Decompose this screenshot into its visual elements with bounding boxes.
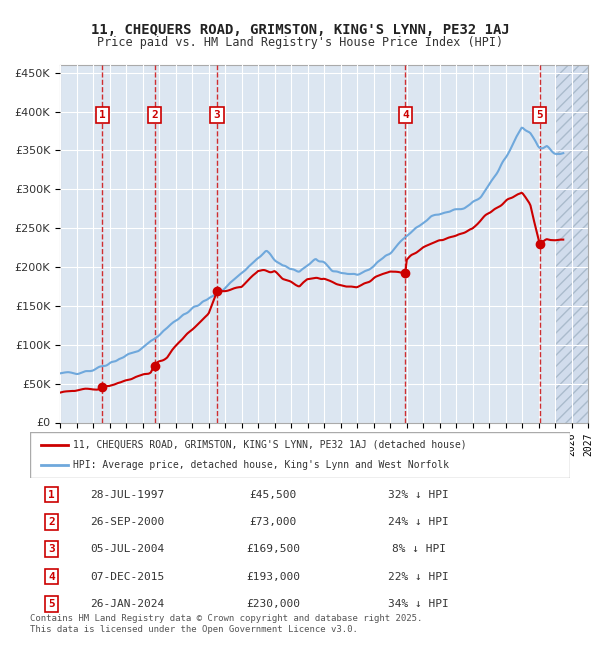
Text: 26-JAN-2024: 26-JAN-2024	[90, 599, 164, 609]
Text: 5: 5	[536, 110, 543, 120]
Text: 4: 4	[402, 110, 409, 120]
Text: £169,500: £169,500	[246, 544, 300, 554]
Text: £230,000: £230,000	[246, 599, 300, 609]
Bar	[555, 65, 588, 423]
Text: Contains HM Land Registry data © Crown copyright and database right 2025.
This d: Contains HM Land Registry data © Crown c…	[30, 614, 422, 634]
Text: 07-DEC-2015: 07-DEC-2015	[90, 571, 164, 582]
Text: 4: 4	[48, 571, 55, 582]
Text: 3: 3	[48, 544, 55, 554]
Text: 22% ↓ HPI: 22% ↓ HPI	[388, 571, 449, 582]
Text: 1: 1	[48, 489, 55, 500]
Text: £45,500: £45,500	[250, 489, 296, 500]
Text: 26-SEP-2000: 26-SEP-2000	[90, 517, 164, 527]
Text: 8% ↓ HPI: 8% ↓ HPI	[392, 544, 446, 554]
Text: 11, CHEQUERS ROAD, GRIMSTON, KING'S LYNN, PE32 1AJ: 11, CHEQUERS ROAD, GRIMSTON, KING'S LYNN…	[91, 23, 509, 37]
Text: £193,000: £193,000	[246, 571, 300, 582]
Text: 1: 1	[99, 110, 106, 120]
Text: HPI: Average price, detached house, King's Lynn and West Norfolk: HPI: Average price, detached house, King…	[73, 460, 449, 470]
Text: 3: 3	[214, 110, 220, 120]
Text: 5: 5	[48, 599, 55, 609]
Text: £73,000: £73,000	[250, 517, 296, 527]
Text: 05-JUL-2004: 05-JUL-2004	[90, 544, 164, 554]
Text: 2: 2	[48, 517, 55, 527]
Text: 32% ↓ HPI: 32% ↓ HPI	[388, 489, 449, 500]
Text: 28-JUL-1997: 28-JUL-1997	[90, 489, 164, 500]
Bar	[555, 65, 588, 423]
Text: 2: 2	[151, 110, 158, 120]
Text: 34% ↓ HPI: 34% ↓ HPI	[388, 599, 449, 609]
Text: 24% ↓ HPI: 24% ↓ HPI	[388, 517, 449, 527]
FancyBboxPatch shape	[30, 432, 570, 478]
Text: 11, CHEQUERS ROAD, GRIMSTON, KING'S LYNN, PE32 1AJ (detached house): 11, CHEQUERS ROAD, GRIMSTON, KING'S LYNN…	[73, 440, 467, 450]
Text: Price paid vs. HM Land Registry's House Price Index (HPI): Price paid vs. HM Land Registry's House …	[97, 36, 503, 49]
